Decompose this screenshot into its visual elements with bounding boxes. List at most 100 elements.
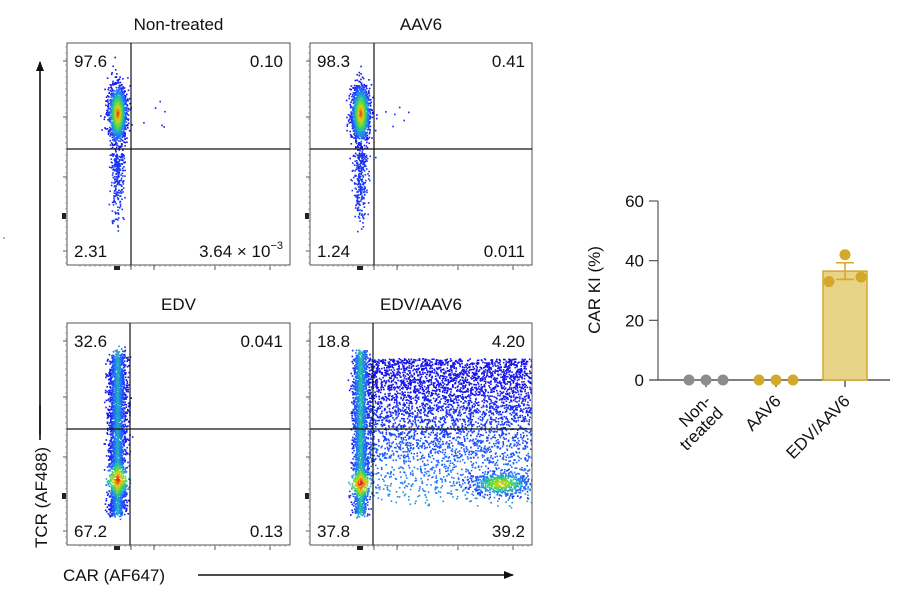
event-dot (112, 155, 114, 157)
event-dot (131, 124, 133, 126)
event-dot (109, 442, 111, 445)
event-dot (110, 131, 113, 134)
event-dot (361, 163, 364, 165)
event-dot (358, 86, 361, 89)
event-dot (369, 98, 372, 101)
event-dot (122, 161, 125, 164)
event-dot (355, 123, 358, 126)
event-dot (360, 124, 363, 126)
event-dot (360, 92, 363, 94)
event-dot (121, 84, 123, 86)
event-dot (109, 113, 111, 116)
event-dot (356, 162, 359, 165)
event-dot (103, 118, 106, 121)
event-dot (112, 372, 114, 374)
event-dot (110, 372, 112, 375)
event-dot (107, 482, 110, 485)
event-dot (108, 464, 110, 467)
event-dot (370, 84, 373, 86)
event-dot (106, 359, 109, 362)
event-dot (124, 453, 127, 455)
event-dot (359, 189, 362, 191)
event-dot (116, 93, 118, 95)
event-dot (118, 89, 120, 92)
event-dot (116, 91, 118, 94)
event-dot (124, 431, 126, 433)
event-dot (124, 169, 126, 172)
event-dot (364, 98, 367, 101)
event-dot (114, 76, 117, 78)
event-dot (368, 99, 370, 101)
event-dot (116, 406, 118, 409)
event-dot (116, 128, 118, 130)
event-dot (356, 94, 358, 97)
event-dot (113, 103, 115, 105)
event-dot (368, 90, 370, 92)
event-dot (358, 142, 361, 144)
event-dot (357, 156, 360, 159)
event-dot (120, 109, 122, 112)
event-dot (358, 186, 360, 188)
event-dot (115, 141, 117, 143)
event-dot (365, 156, 368, 158)
event-dot (361, 107, 363, 110)
event-dot (115, 192, 118, 195)
event-dot (112, 126, 114, 128)
event-dot (121, 93, 124, 96)
event-dot (111, 220, 114, 222)
event-dot (116, 73, 118, 75)
event-dot (107, 443, 110, 446)
event-dot (114, 356, 116, 358)
event-dot (111, 100, 114, 102)
event-dot (124, 490, 127, 493)
event-dot (363, 118, 366, 121)
event-dot (123, 472, 125, 474)
event-dot (105, 373, 107, 375)
event-dot (366, 101, 369, 103)
event-dot (112, 120, 114, 123)
event-dot (123, 513, 126, 516)
event-dot (116, 144, 119, 147)
event-dot (113, 181, 116, 184)
event-dot (113, 178, 116, 181)
event-dot (119, 447, 121, 450)
event-dot (122, 411, 124, 414)
event-dot (120, 99, 123, 102)
event-dot (119, 183, 121, 186)
event-dot (118, 493, 120, 496)
event-dot (111, 210, 114, 212)
event-dot (112, 204, 115, 206)
event-dot (121, 156, 124, 158)
event-dot (124, 349, 127, 352)
event-dot (124, 499, 126, 501)
event-dot (124, 376, 127, 379)
event-dot (116, 123, 119, 125)
event-dot (122, 484, 124, 486)
event-dot (119, 76, 121, 78)
event-dot (111, 222, 114, 224)
event-dot (363, 155, 365, 157)
event-dot (358, 74, 361, 77)
event-dot (113, 99, 116, 101)
event-dot (117, 96, 119, 99)
event-dot (358, 118, 361, 121)
event-dot (118, 123, 120, 126)
event-dot (121, 120, 124, 122)
x-axis-ticks (322, 265, 529, 270)
event-dot (358, 175, 361, 178)
event-dot (361, 76, 364, 78)
event-dot (114, 160, 117, 162)
event-dot (369, 111, 371, 113)
event-dot (350, 105, 353, 108)
event-dot (111, 115, 114, 118)
event-dot (109, 502, 112, 505)
event-dot (123, 379, 125, 381)
event-dot (120, 153, 123, 155)
event-dot (350, 85, 353, 87)
event-dot (108, 463, 111, 465)
event-dot (120, 103, 122, 106)
event-dot (365, 119, 368, 121)
event-dot (118, 408, 121, 410)
event-dot (115, 122, 118, 124)
event-dot (361, 105, 363, 108)
